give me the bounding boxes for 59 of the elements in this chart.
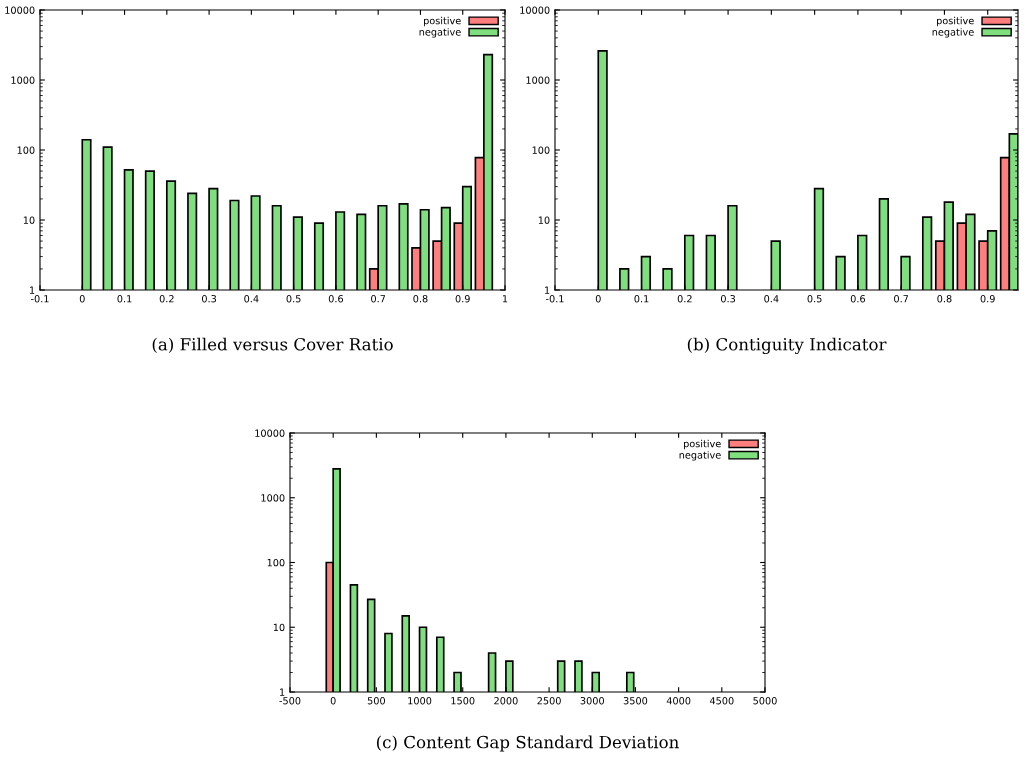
x-tick-label: 0.2 — [159, 295, 174, 303]
legend-label: negative — [932, 28, 974, 38]
x-tick-label: 0.6 — [328, 295, 344, 303]
x-tick-label: 0.4 — [764, 295, 779, 303]
x-tick-label: 2000 — [494, 697, 518, 705]
x-tick-label: 500 — [367, 697, 385, 705]
x-tick-label: 0.3 — [202, 295, 217, 303]
x-tick-label: 0 — [595, 295, 601, 303]
legend-label: positive — [424, 16, 461, 27]
x-tick-label: 0.7 — [371, 295, 386, 303]
x-tick-label: 4000 — [666, 697, 691, 705]
x-tick-label: 4500 — [709, 697, 734, 705]
x-tick-label: 0.4 — [244, 295, 259, 303]
y-tick-label: 100 — [267, 558, 285, 567]
x-tick-label: 2500 — [537, 697, 561, 705]
legend-label: positive — [684, 439, 721, 450]
x-tick-label: -0.1 — [30, 295, 49, 303]
legend-label: positive — [937, 16, 974, 27]
y-tick-label: 100 — [532, 146, 550, 154]
y-tick-label: 10000 — [520, 6, 550, 14]
x-tick-label: 0.9 — [980, 295, 995, 303]
y-tick-label: 10000 — [5, 6, 35, 14]
x-tick-label: 0.9 — [455, 295, 470, 303]
y-tick-label: 10 — [538, 216, 550, 224]
x-tick-label: 0.3 — [720, 295, 736, 303]
x-tick-label: 0.8 — [413, 295, 428, 303]
y-tick-label: 1000 — [526, 76, 550, 84]
y-tick-label: 10000 — [255, 429, 285, 437]
x-tick-label: 0.1 — [117, 295, 132, 303]
x-tick-label: 1000 — [408, 697, 432, 705]
y-tick-label: 1 — [545, 286, 550, 294]
x-tick-label: 0.7 — [894, 295, 909, 303]
x-tick-label: 1 — [502, 295, 508, 303]
text: (b) Contiguity Indicator — [687, 337, 887, 355]
x-tick-label: 0.1 — [634, 295, 649, 303]
x-tick-label: 0.5 — [807, 295, 822, 303]
x-tick-label: 0.5 — [286, 295, 301, 303]
text: (c) Content Gap Standard Deviation — [376, 735, 679, 752]
y-tick-label: 100 — [17, 146, 35, 154]
x-tick-label: 0 — [330, 697, 336, 705]
legend-label: negative — [419, 28, 461, 38]
x-tick-label: 5000 — [753, 697, 777, 705]
x-tick-label: 0.2 — [677, 295, 692, 303]
y-tick-label: 1000 — [11, 76, 35, 84]
y-tick-label: 1 — [280, 688, 285, 696]
x-tick-label: 3500 — [623, 697, 648, 705]
y-tick-label: 1 — [30, 286, 35, 294]
y-tick-label: 10 — [23, 216, 35, 224]
x-tick-label: 0.6 — [850, 295, 866, 303]
legend-label: negative — [679, 451, 721, 461]
x-tick-label: 0.8 — [937, 295, 952, 303]
y-tick-label: 10 — [273, 623, 285, 632]
x-tick-label: 1500 — [451, 697, 475, 705]
y-tick-label: 1000 — [261, 494, 285, 502]
x-tick-label: -0.1 — [545, 295, 564, 303]
text: (a) Filled versus Cover Ratio — [152, 337, 393, 353]
x-tick-label: 3000 — [580, 697, 604, 705]
x-tick-label: -500 — [279, 697, 301, 705]
x-tick-label: 0 — [79, 295, 85, 303]
